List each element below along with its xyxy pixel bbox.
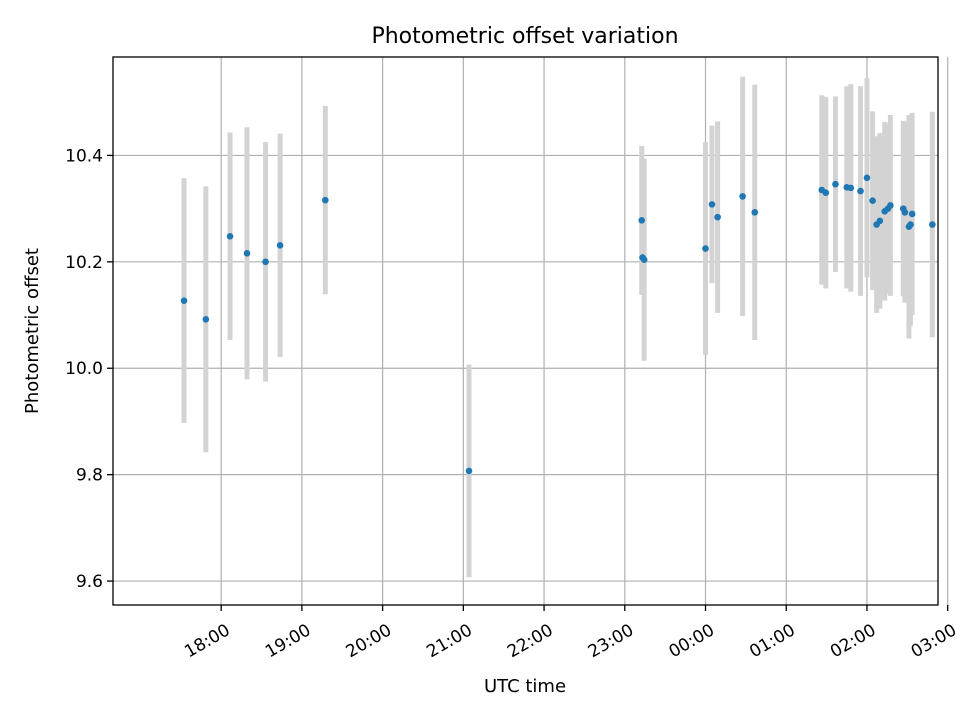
data-point [822, 189, 830, 196]
data-point [832, 180, 839, 188]
data-point [180, 297, 188, 304]
data-point [262, 258, 269, 266]
y-tick-label: 10.2 [65, 253, 103, 273]
y-tick-label: 9.6 [76, 572, 103, 592]
data-point [226, 232, 234, 240]
data-point [863, 174, 871, 182]
data-point [702, 245, 709, 252]
y-axis-ticks: 9.6 9.8 10.0 10.2 10.4 [65, 146, 113, 592]
data-point [465, 467, 473, 475]
data-point [739, 193, 746, 200]
data-point [869, 197, 876, 204]
data-point [929, 221, 936, 228]
data-point [901, 209, 909, 216]
data-point [708, 201, 716, 208]
grid [113, 57, 949, 605]
data-point [243, 250, 251, 257]
y-tick-label: 9.8 [76, 466, 103, 486]
y-tick-label: 10.4 [65, 146, 103, 166]
data-point [857, 187, 864, 195]
data-point [322, 196, 329, 204]
data-point [714, 213, 721, 221]
data-point [751, 209, 759, 216]
x-axis-label: UTC time [484, 676, 566, 697]
data-point [638, 217, 646, 224]
chart-title: Photometric offset variation [371, 24, 678, 49]
plot-frame [112, 56, 939, 606]
y-tick-label: 10.0 [65, 359, 103, 379]
data-point [908, 210, 916, 218]
y-axis-label: Photometric offset [22, 248, 43, 414]
data-points [180, 174, 936, 475]
data-point [276, 242, 284, 249]
data-point [202, 315, 210, 323]
data-point [847, 184, 855, 192]
data-point [640, 256, 648, 264]
data-point [907, 221, 914, 228]
data-point [887, 202, 894, 209]
data-point [876, 217, 884, 225]
